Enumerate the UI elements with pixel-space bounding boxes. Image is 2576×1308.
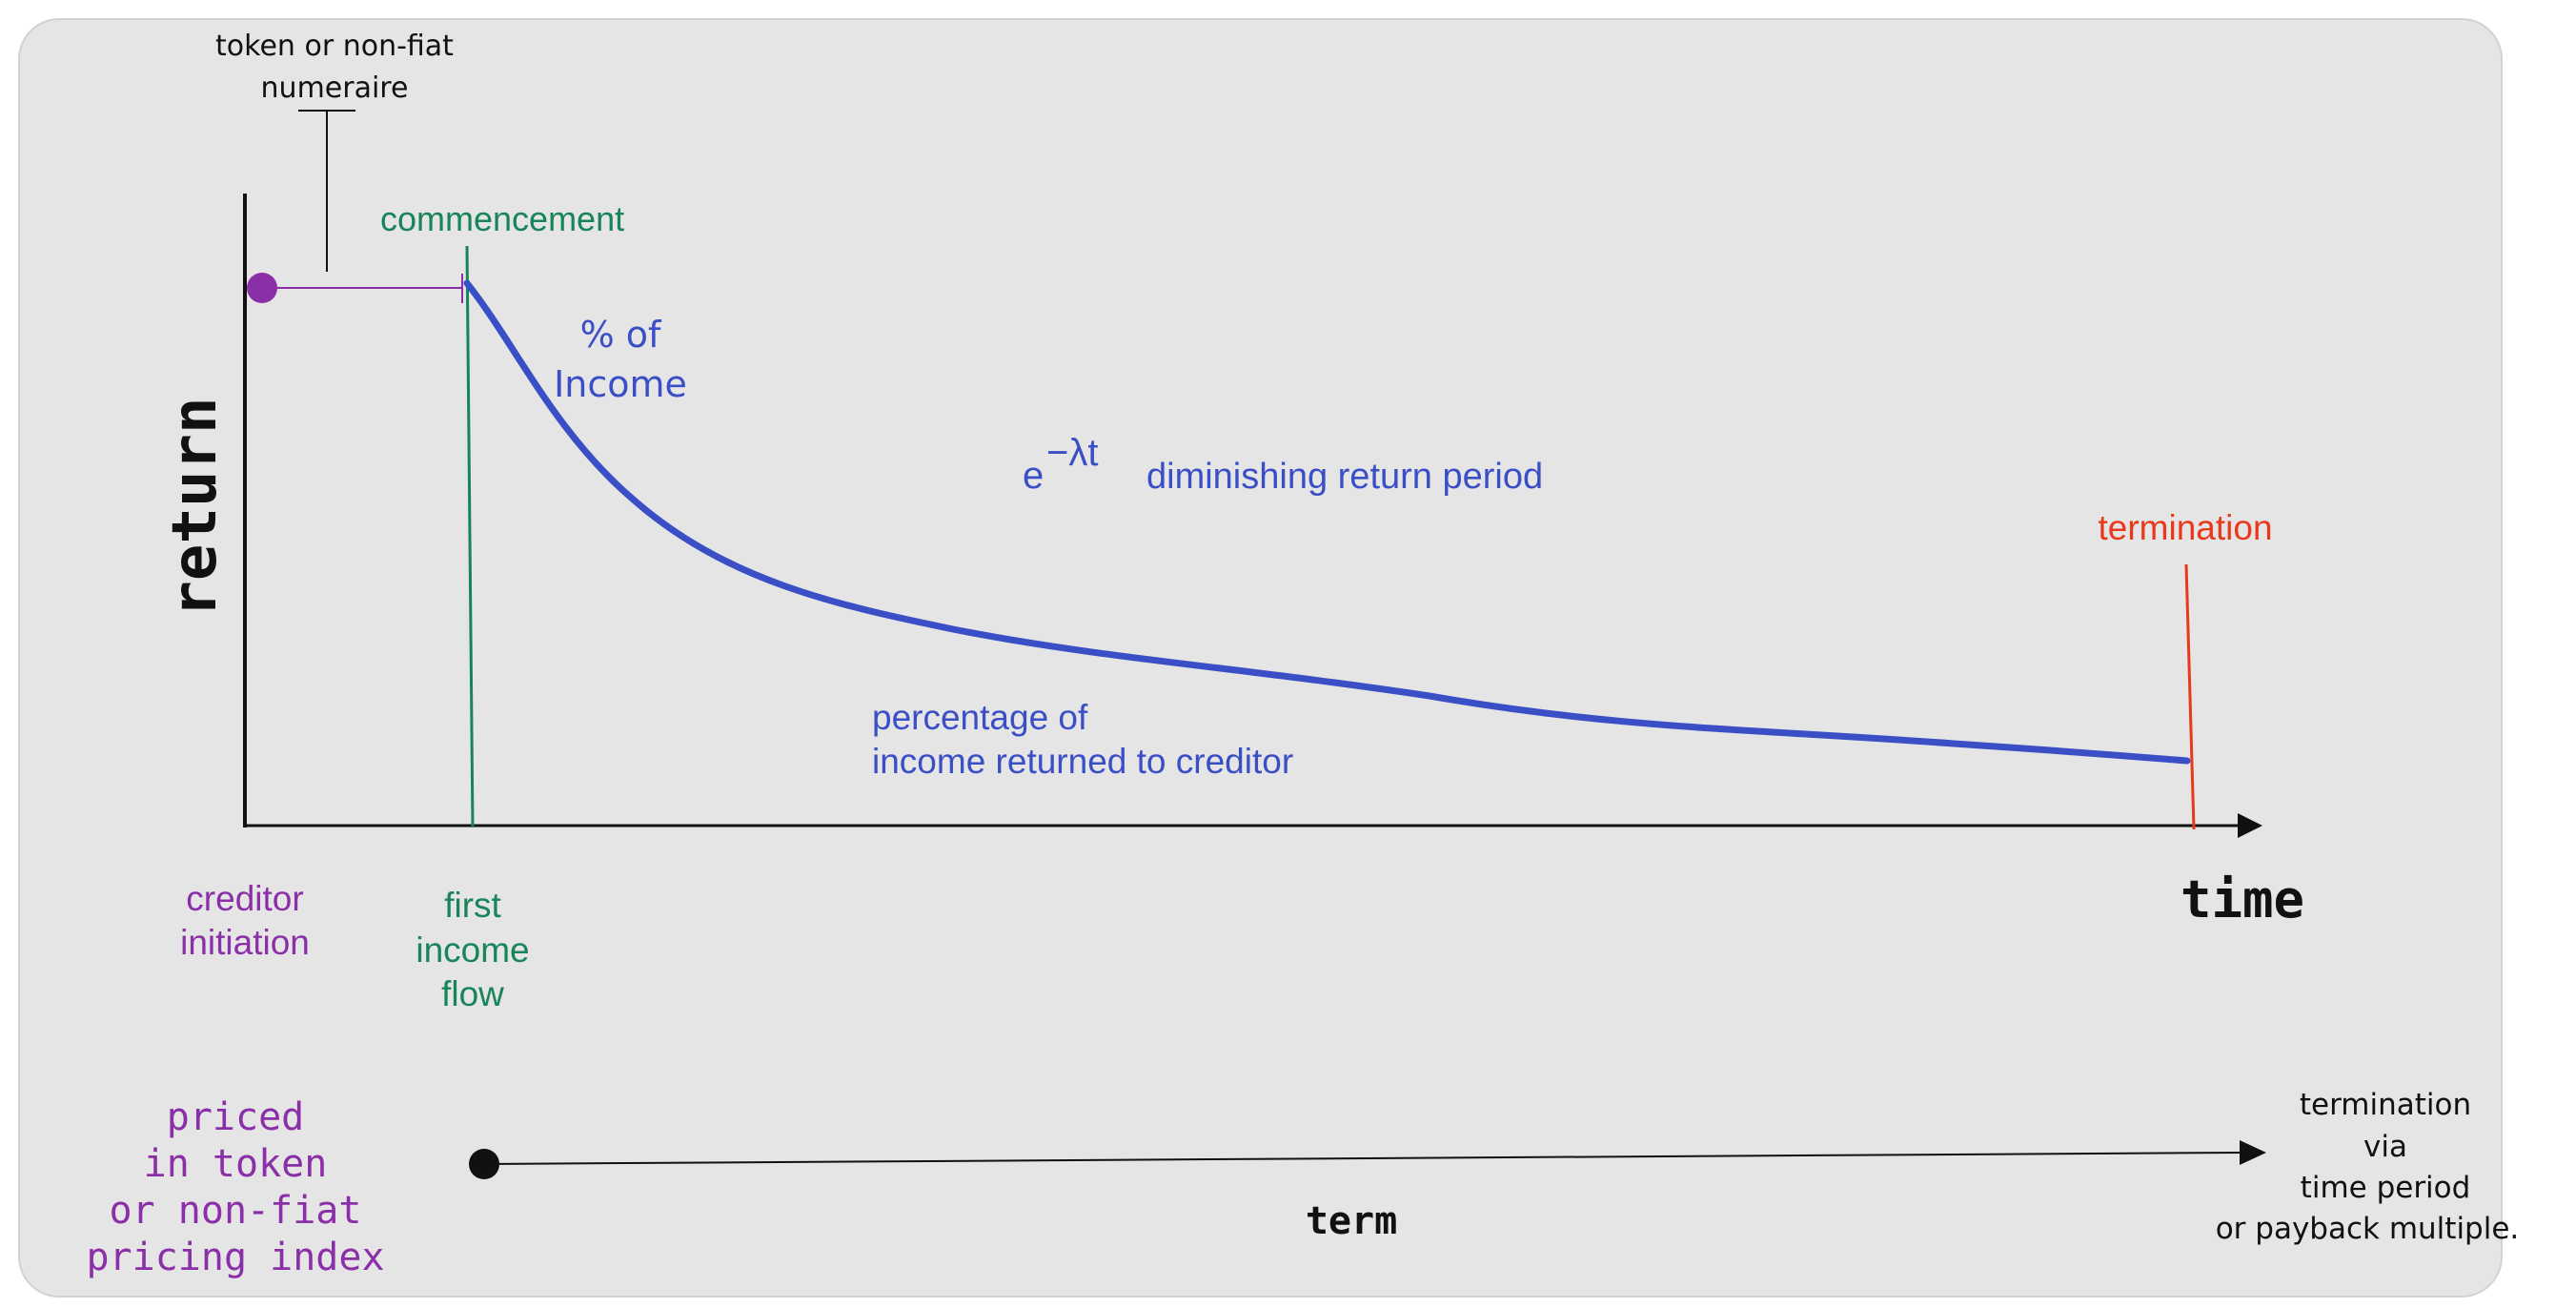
priced-label-line3: or non-fiat bbox=[110, 1189, 362, 1233]
term-label: term bbox=[1306, 1199, 1397, 1243]
pct-income-label-line1: % of bbox=[580, 314, 662, 356]
commencement-line bbox=[465, 245, 475, 828]
creditor-initiation-label-line1: creditor bbox=[186, 879, 303, 918]
percentage-label-line1: percentage of bbox=[872, 698, 1088, 737]
y-axis-label: return bbox=[160, 397, 231, 617]
termination-label: termination bbox=[2098, 508, 2272, 547]
numeraire-label-line1: token or non-fiat bbox=[215, 30, 454, 63]
formula-exponent: −λt bbox=[1046, 432, 1098, 474]
term-end-label-line1: termination bbox=[2300, 1088, 2471, 1122]
term-arrowhead bbox=[2240, 1140, 2266, 1165]
term-end-label-line3: time period bbox=[2301, 1171, 2471, 1205]
term-line bbox=[483, 1152, 2243, 1165]
priced-label-line2: in token bbox=[144, 1142, 328, 1186]
first-income-flow-label-line1: first bbox=[444, 886, 501, 925]
numeraire-label-line2: numeraire bbox=[261, 72, 409, 105]
term-end-label-line4: or payback multiple. bbox=[2216, 1212, 2520, 1246]
creditor-initiation-dot bbox=[247, 273, 277, 303]
commencement-label: commencement bbox=[380, 199, 624, 238]
first-income-flow-label-line3: flow bbox=[441, 974, 504, 1013]
x-axis-arrowhead bbox=[2238, 813, 2262, 838]
x-axis-label: time bbox=[2180, 869, 2304, 930]
diagram-panel bbox=[18, 18, 2503, 1298]
term-end-label-line2: via bbox=[2363, 1130, 2407, 1164]
termination-line bbox=[2184, 563, 2196, 830]
creditor-initiation-label-line2: initiation bbox=[180, 923, 310, 962]
priced-label-line1: priced bbox=[167, 1095, 305, 1139]
formula-base: e bbox=[1023, 455, 1044, 497]
diminishing-return-label: diminishing return period bbox=[1146, 457, 1543, 497]
percentage-label-line2: income returned to creditor bbox=[872, 742, 1293, 781]
pct-income-label-line2: Income bbox=[554, 363, 687, 405]
return-curve bbox=[463, 279, 2191, 765]
first-income-flow-label-line2: income bbox=[416, 930, 529, 970]
priced-label-line4: pricing index bbox=[86, 1236, 384, 1279]
